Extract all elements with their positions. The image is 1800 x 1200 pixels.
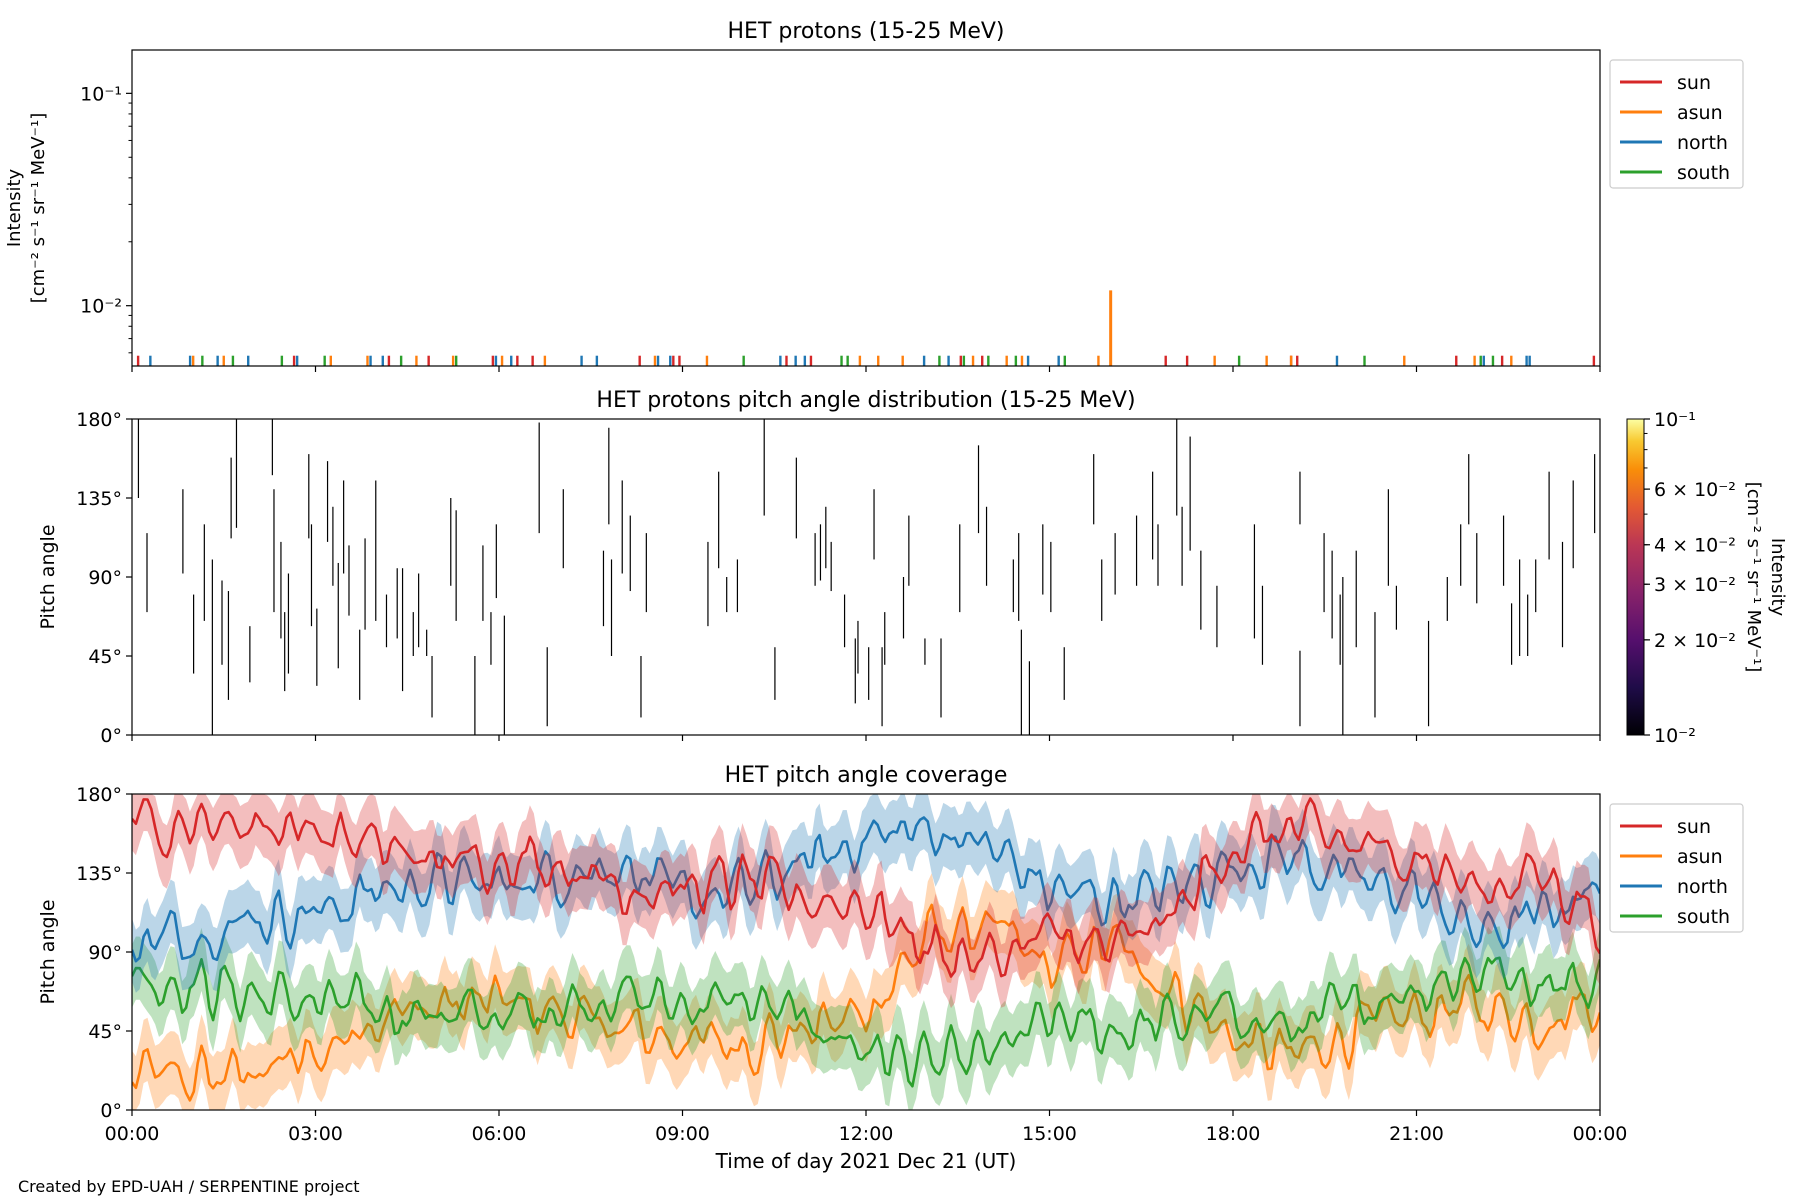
x-tick-label: 09:00 [655,1123,710,1145]
coverage-line-sun [132,797,1600,978]
legend-label-north: north [1677,132,1728,154]
chart-title: HET protons (15-25 MeV) [728,19,1005,44]
coverage-band-asun [132,873,1600,1110]
y-tick-label: 45° [88,1021,122,1043]
y-axis-label: Intensity [cm⁻² s⁻¹ sr⁻¹ MeV⁻¹] [4,113,49,304]
coverage-line-south [132,956,1600,1088]
legend-label-sun: sun [1677,72,1711,94]
legend-label-sun: sun [1677,816,1711,838]
y-tick-label: 10⁻¹ [80,83,122,105]
colorbar-label: Intensity[cm⁻² s⁻¹ sr⁻¹ MeV⁻¹] [1743,482,1788,673]
x-tick-label: 00:00 [105,1123,160,1145]
legend-label-south: south [1677,162,1730,184]
colorbar-tick-label: 3 × 10⁻² [1654,574,1736,596]
x-tick-label: 15:00 [1022,1123,1077,1145]
panel-pitch-angle-coverage: HET pitch angle coverage 00:00 03:00 06:00 0… [37,763,1744,1173]
y-tick-label: 10⁻² [80,296,122,318]
y-axis-units: [cm⁻² s⁻¹ sr⁻¹ MeV⁻¹] [28,113,49,304]
y-tick-label: 135° [76,863,122,885]
legend [1609,59,1744,189]
colorbar [1626,418,1645,736]
y-tick-label: 180° [76,409,122,431]
colorbar-tick-label: 4 × 10⁻² [1654,535,1736,557]
coverage-line-asun [132,903,1600,1102]
colorbar-units: [cm⁻² s⁻¹ sr⁻¹ MeV⁻¹] [1743,482,1764,673]
x-tick-label: 12:00 [839,1123,894,1145]
panel-intensity: HET protons (15-25 MeV) 10⁻² 10⁻¹ Intensity… [4,19,1744,372]
chart-title: HET protons pitch angle distribution (15… [596,388,1135,413]
legend-label-asun: asun [1677,846,1723,868]
panel-pitch-angle-distribution: HET protons pitch angle distribution (15… [37,388,1788,747]
x-tick-label: 21:00 [1389,1123,1444,1145]
x-tick-label: 06:00 [472,1123,527,1145]
y-axis-label: Pitch angle [37,524,59,629]
colorbar-tick-label: 10⁻¹ [1654,409,1696,431]
plot-frame [131,418,1601,736]
colorbar-tick-label: 6 × 10⁻² [1654,479,1736,501]
legend-label-north: north [1677,876,1728,898]
y-tick-label: 90° [88,942,122,964]
colorbar-title: Intensity [1767,538,1788,617]
y-axis-label: Pitch angle [37,899,59,1004]
colorbar-tick-label: 10⁻² [1654,725,1696,747]
y-axis-title: Pitch angle [37,899,59,1004]
y-axis-title: Intensity [4,168,25,247]
y-tick-label: 90° [88,567,122,589]
plot-frame [131,49,1601,367]
chart-title: HET pitch angle coverage [725,763,1008,788]
y-axis-title: Pitch angle [37,524,59,629]
y-tick-label: 0° [100,1100,122,1122]
x-axis-title: Time of day 2021 Dec 21 (UT) [715,1149,1017,1173]
x-tick-label: 18:00 [1206,1123,1261,1145]
y-tick-label: 135° [76,488,122,510]
coverage-band-north [132,794,1600,993]
legend-label-asun: asun [1677,102,1723,124]
y-tick-label: 45° [88,646,122,668]
x-tick-label: 00:00 [1573,1123,1628,1145]
legend-label-south: south [1677,906,1730,928]
credit-text: Created by EPD-UAH / SERPENTINE project [18,1177,360,1196]
y-tick-label: 180° [76,784,122,806]
colorbar-tick-label: 2 × 10⁻² [1654,630,1736,652]
coverage-plot-area [132,794,1600,1110]
y-tick-label: 0° [100,725,122,747]
x-tick-label: 03:00 [288,1123,343,1145]
coverage-band-sun [132,794,1600,1009]
coverage-line-north [132,816,1600,963]
legend [1609,803,1744,933]
